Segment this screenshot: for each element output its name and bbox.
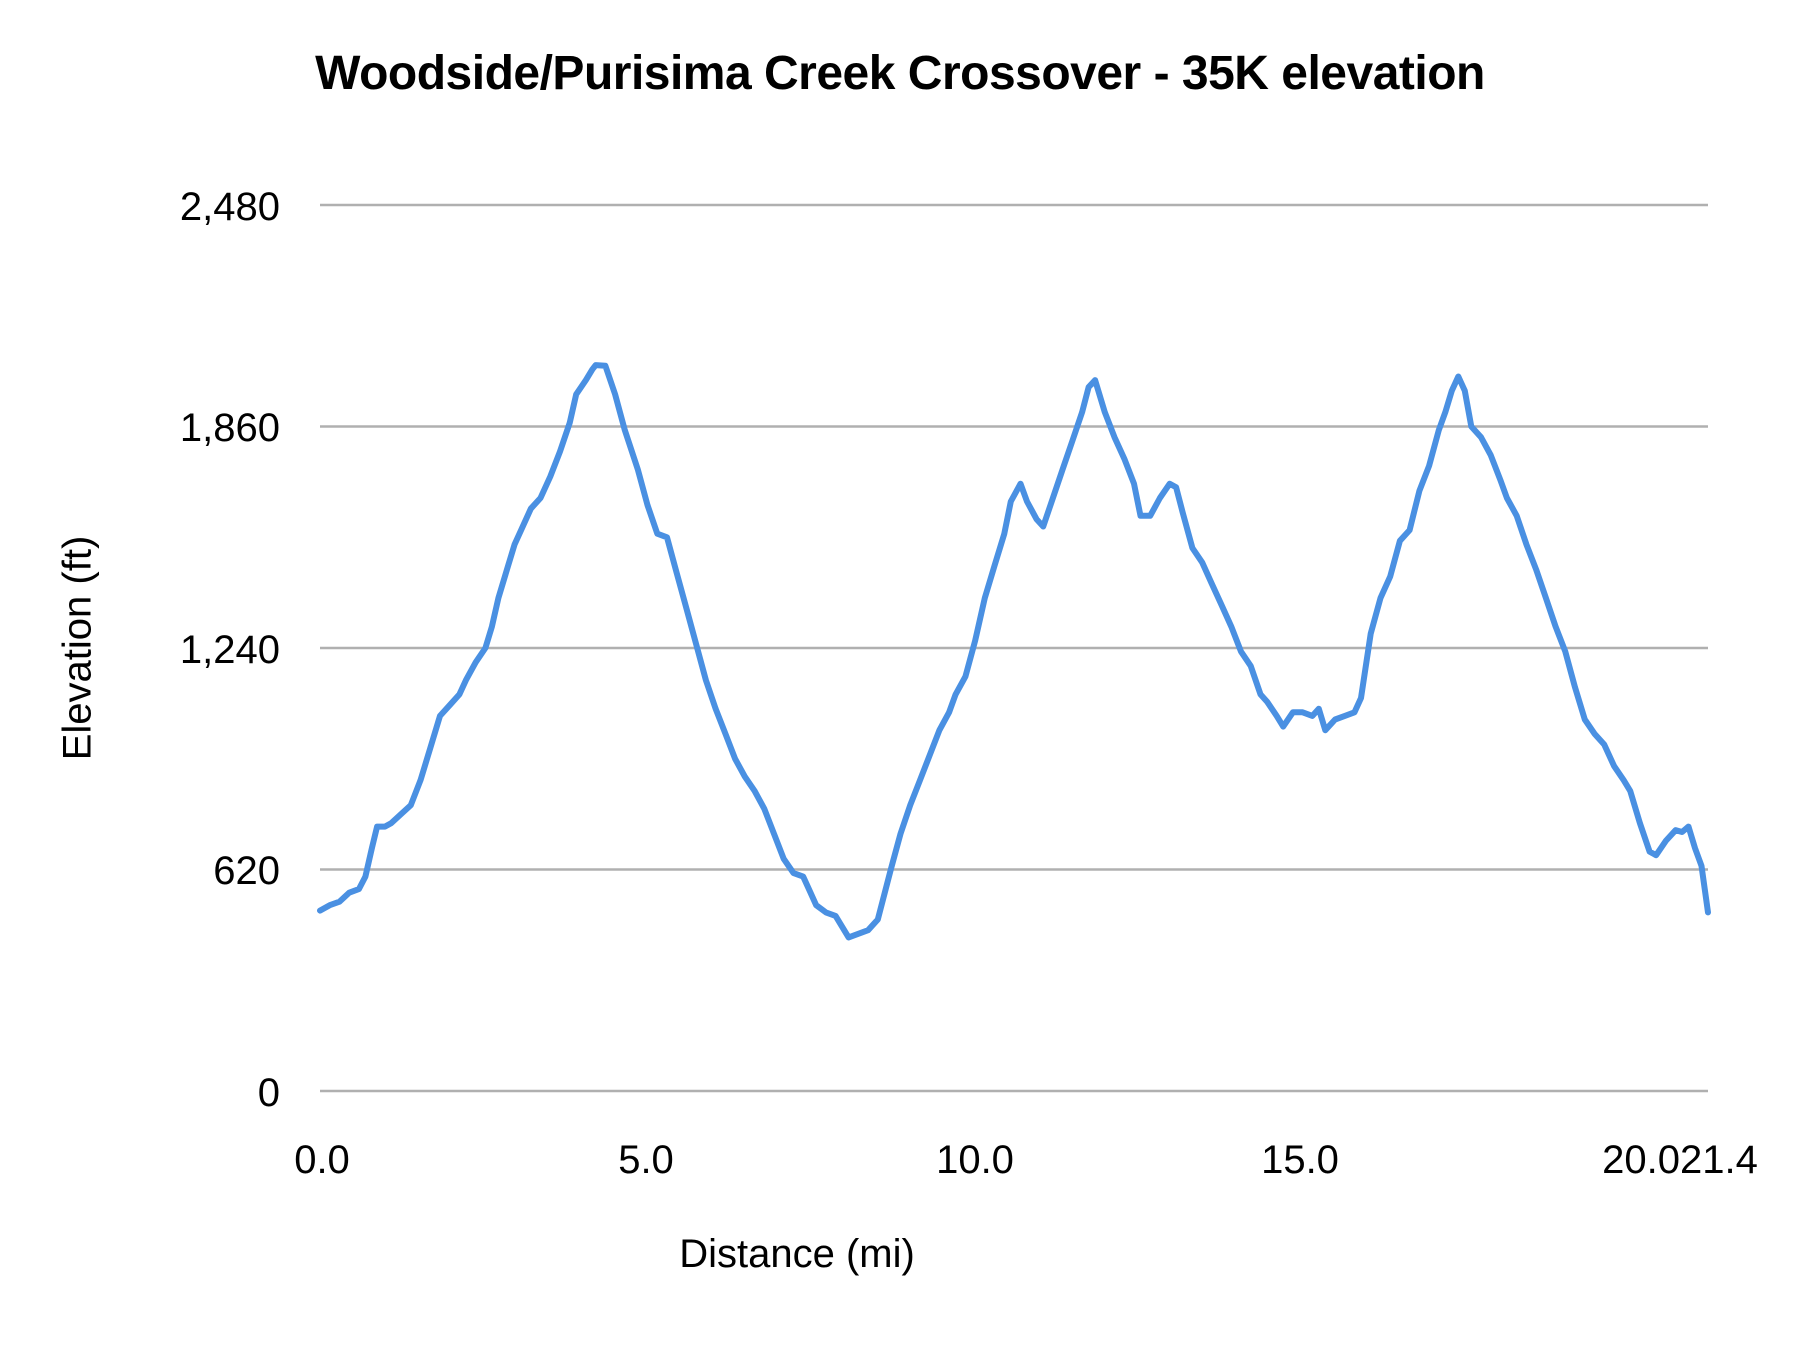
y-tick-0: 0 bbox=[257, 1071, 280, 1115]
x-tick-15: 15.0 bbox=[1261, 1138, 1339, 1182]
x-tick-10: 10.0 bbox=[936, 1138, 1014, 1182]
y-tick-1240: 1,240 bbox=[179, 628, 280, 672]
x-axis-label-text: Distance (mi) bbox=[679, 1232, 915, 1276]
x-axis-label: Distance (mi) bbox=[0, 1232, 1800, 1277]
elevation-line bbox=[317, 362, 1711, 941]
chart-title: Woodside/Purisima Creek Crossover - 35K … bbox=[315, 47, 1485, 100]
gridlines bbox=[320, 203, 1708, 1093]
y-tick-2480: 2,480 bbox=[179, 185, 280, 229]
x-tick-20-21-4: 20.021.4 bbox=[1602, 1138, 1758, 1182]
y-axis-label: Elevation (ft) bbox=[55, 535, 100, 761]
x-tick-5: 5.0 bbox=[618, 1138, 674, 1182]
x-tick-0: 0.0 bbox=[294, 1138, 350, 1182]
y-tick-620: 620 bbox=[213, 849, 280, 893]
y-tick-1860: 1,860 bbox=[179, 406, 280, 450]
